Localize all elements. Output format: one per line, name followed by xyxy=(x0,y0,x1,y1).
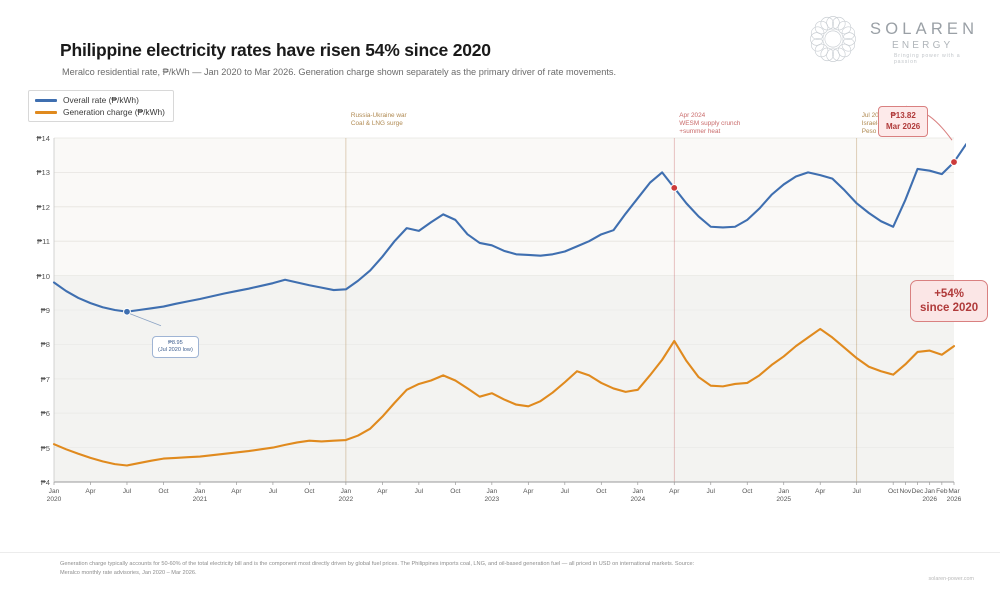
x-axis-tick-label: Oct xyxy=(596,488,607,495)
event-annotation-line: WESM supply crunch xyxy=(679,120,741,128)
brand-logo: SOLAREN ENERGY Bringing power with a pas… xyxy=(802,8,982,70)
x-axis-tick-label: Jul xyxy=(706,488,715,495)
event-annotation-line: Coal & LNG surge xyxy=(350,120,403,128)
callout-latest-value-line2: Mar 2026 xyxy=(886,121,921,131)
legend-label-overall-rate: Overall rate (₱/kWh) xyxy=(63,95,139,105)
x-axis-tick-label: Oct xyxy=(888,488,899,495)
event-annotation: Russia-Ukraine war Coal & LNG surge xyxy=(351,112,407,128)
callout-low-value-line2: (Jul 2020 low) xyxy=(158,347,193,353)
callout-percent-change-line2: since 2020 xyxy=(920,302,979,314)
x-axis-tick-label: Apr xyxy=(815,488,826,495)
y-axis-tick-label: ₱12 xyxy=(36,202,50,212)
x-axis-tick-label: Jan 2026 xyxy=(922,488,937,503)
callout-percent-change-line1: +54% xyxy=(934,288,964,300)
x-axis-tick-label: Jan 2020 xyxy=(46,488,62,503)
x-axis-tick-label: Dec xyxy=(911,488,924,495)
x-axis-tick-label: Jul xyxy=(560,488,570,495)
x-axis-tick-label: Apr xyxy=(377,488,388,495)
y-axis-tick-label: ₱11 xyxy=(37,237,50,247)
footer-divider xyxy=(0,552,1000,553)
chart-canvas xyxy=(52,105,966,485)
x-axis-tick-label: Oct xyxy=(158,488,169,495)
y-axis-tick-label: ₱5 xyxy=(40,443,50,453)
footer-note-line1: Generation charge typically accounts for… xyxy=(60,561,695,567)
footer-note-line2: Meralco monthly rate advisories, Jan 202… xyxy=(60,569,197,576)
event-annotation-line: Apr 2024 xyxy=(679,112,706,119)
y-axis-tick-label: ₱8 xyxy=(40,340,50,350)
y-axis-tick-label: ₱13 xyxy=(36,168,50,178)
footer-note: Generation charge typically accounts for… xyxy=(60,560,940,577)
x-axis-tick-label: Nov xyxy=(899,488,912,495)
x-axis-tick-label: Jan 2022 xyxy=(338,488,354,503)
x-axis-tick-label: Jan 2021 xyxy=(192,488,208,503)
y-axis-tick-label: ₱7 xyxy=(40,374,50,384)
logo-tagline: Bringing power with a passion xyxy=(894,53,961,65)
event-annotation-line: Jul 2025 xyxy=(861,112,886,119)
x-axis-tick-label: Jul xyxy=(268,488,278,495)
y-axis-tick-label: ₱4 xyxy=(40,478,50,487)
x-axis-tick-label: Jan 2023 xyxy=(484,488,500,503)
page-title: Philippine electricity rates have risen … xyxy=(60,40,491,60)
y-axis-tick-label: ₱10 xyxy=(36,271,50,281)
callout-percent-change: +54% since 2020 xyxy=(910,280,989,322)
page-subtitle: Meralco residential rate, ₱/kWh — Jan 20… xyxy=(62,67,617,77)
logo-wordmark: SOLAREN ENERGY Bringing power with a pas… xyxy=(870,20,982,65)
footer-url: solaren-power.com xyxy=(928,576,974,582)
callout-low-value: ₱8.95 (Jul 2020 low) xyxy=(152,336,199,358)
legend-item-overall-rate: Overall rate (₱/kWh) xyxy=(35,95,165,105)
sunburst-mandala-icon xyxy=(810,16,856,62)
legend-swatch-generation-charge xyxy=(35,110,57,114)
x-axis-tick-label: Apr xyxy=(669,488,680,495)
x-axis-tick-label: Jan 2024 xyxy=(630,488,646,503)
x-axis-tick-label: Mar 2026 xyxy=(946,488,962,503)
x-axis-tick-label: Apr xyxy=(523,488,534,495)
x-axis-tick-label: Apr xyxy=(85,488,96,495)
y-axis-tick-label: ₱6 xyxy=(40,409,50,419)
y-axis-tick-label: ₱14 xyxy=(36,134,50,143)
x-axis-tick-label: Oct xyxy=(304,488,315,495)
callout-latest-value: ₱13.82 Mar 2026 xyxy=(878,106,929,137)
legend-label-generation-charge: Generation charge (₱/kWh) xyxy=(63,107,165,117)
x-axis-tick-label: Oct xyxy=(450,488,461,495)
event-annotation-line: +summer heat xyxy=(679,128,721,136)
x-axis-tick-label: Apr xyxy=(231,488,242,495)
x-axis-tick-label: Jul xyxy=(852,488,861,495)
x-axis-tick-label: Oct xyxy=(742,488,753,495)
legend-item-generation-charge: Generation charge (₱/kWh) xyxy=(35,107,165,117)
x-axis-tick-label: Jan 2025 xyxy=(776,488,792,503)
logo-sub: ENERGY xyxy=(892,40,954,51)
line-chart xyxy=(36,86,966,530)
x-axis-tick-label: Feb xyxy=(936,488,948,495)
chart-legend: Overall rate (₱/kWh) Generation charge (… xyxy=(28,90,174,122)
x-axis-tick-label: Jul xyxy=(414,488,424,495)
callout-low-value-line1: ₱8.95 xyxy=(168,339,183,346)
event-annotation-line: Russia-Ukraine war xyxy=(350,112,407,119)
y-axis-tick-label: ₱9 xyxy=(40,306,50,315)
event-annotation: Apr 2024 WESM supply crunch +summer heat xyxy=(679,112,740,137)
x-axis-tick-label: Jul xyxy=(122,488,132,495)
logo-name: SOLAREN xyxy=(870,20,979,38)
callout-latest-value-line1: ₱13.82 xyxy=(890,111,916,120)
legend-swatch-overall-rate xyxy=(35,98,57,102)
